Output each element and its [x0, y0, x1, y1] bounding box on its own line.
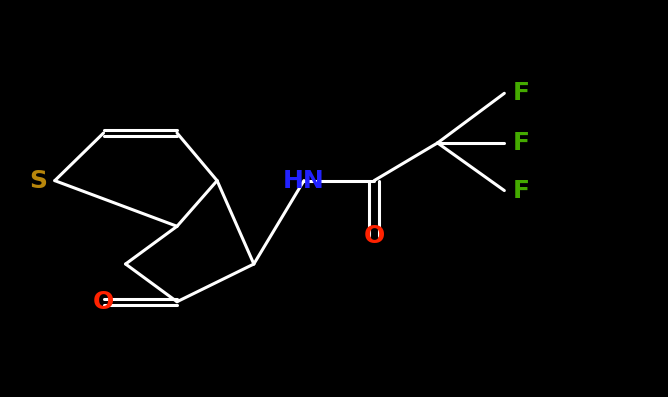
Text: S: S	[29, 169, 47, 193]
Text: F: F	[512, 131, 530, 155]
Text: F: F	[512, 81, 530, 105]
Text: HN: HN	[283, 169, 325, 193]
Text: F: F	[512, 179, 530, 202]
Text: O: O	[363, 224, 385, 248]
Text: O: O	[93, 290, 114, 314]
